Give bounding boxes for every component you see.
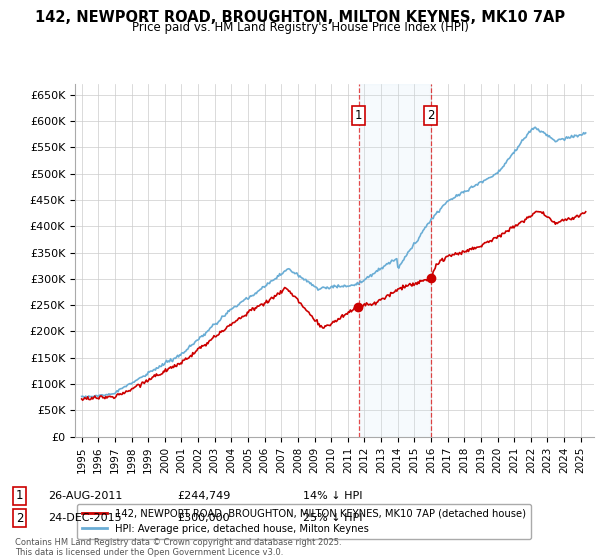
- Text: 26-AUG-2011: 26-AUG-2011: [48, 491, 122, 501]
- Text: £244,749: £244,749: [177, 491, 230, 501]
- Text: 2: 2: [16, 511, 23, 525]
- Text: 25% ↓ HPI: 25% ↓ HPI: [303, 513, 362, 523]
- Text: 2: 2: [427, 109, 434, 122]
- Text: 142, NEWPORT ROAD, BROUGHTON, MILTON KEYNES, MK10 7AP: 142, NEWPORT ROAD, BROUGHTON, MILTON KEY…: [35, 10, 565, 25]
- Text: £300,000: £300,000: [177, 513, 230, 523]
- Text: 14% ↓ HPI: 14% ↓ HPI: [303, 491, 362, 501]
- Text: 24-DEC-2015: 24-DEC-2015: [48, 513, 122, 523]
- Text: Contains HM Land Registry data © Crown copyright and database right 2025.
This d: Contains HM Land Registry data © Crown c…: [15, 538, 341, 557]
- Text: 1: 1: [16, 489, 23, 502]
- Text: 1: 1: [355, 109, 362, 122]
- Legend: 142, NEWPORT ROAD, BROUGHTON, MILTON KEYNES, MK10 7AP (detached house), HPI: Ave: 142, NEWPORT ROAD, BROUGHTON, MILTON KEY…: [77, 503, 532, 539]
- Text: Price paid vs. HM Land Registry's House Price Index (HPI): Price paid vs. HM Land Registry's House …: [131, 21, 469, 34]
